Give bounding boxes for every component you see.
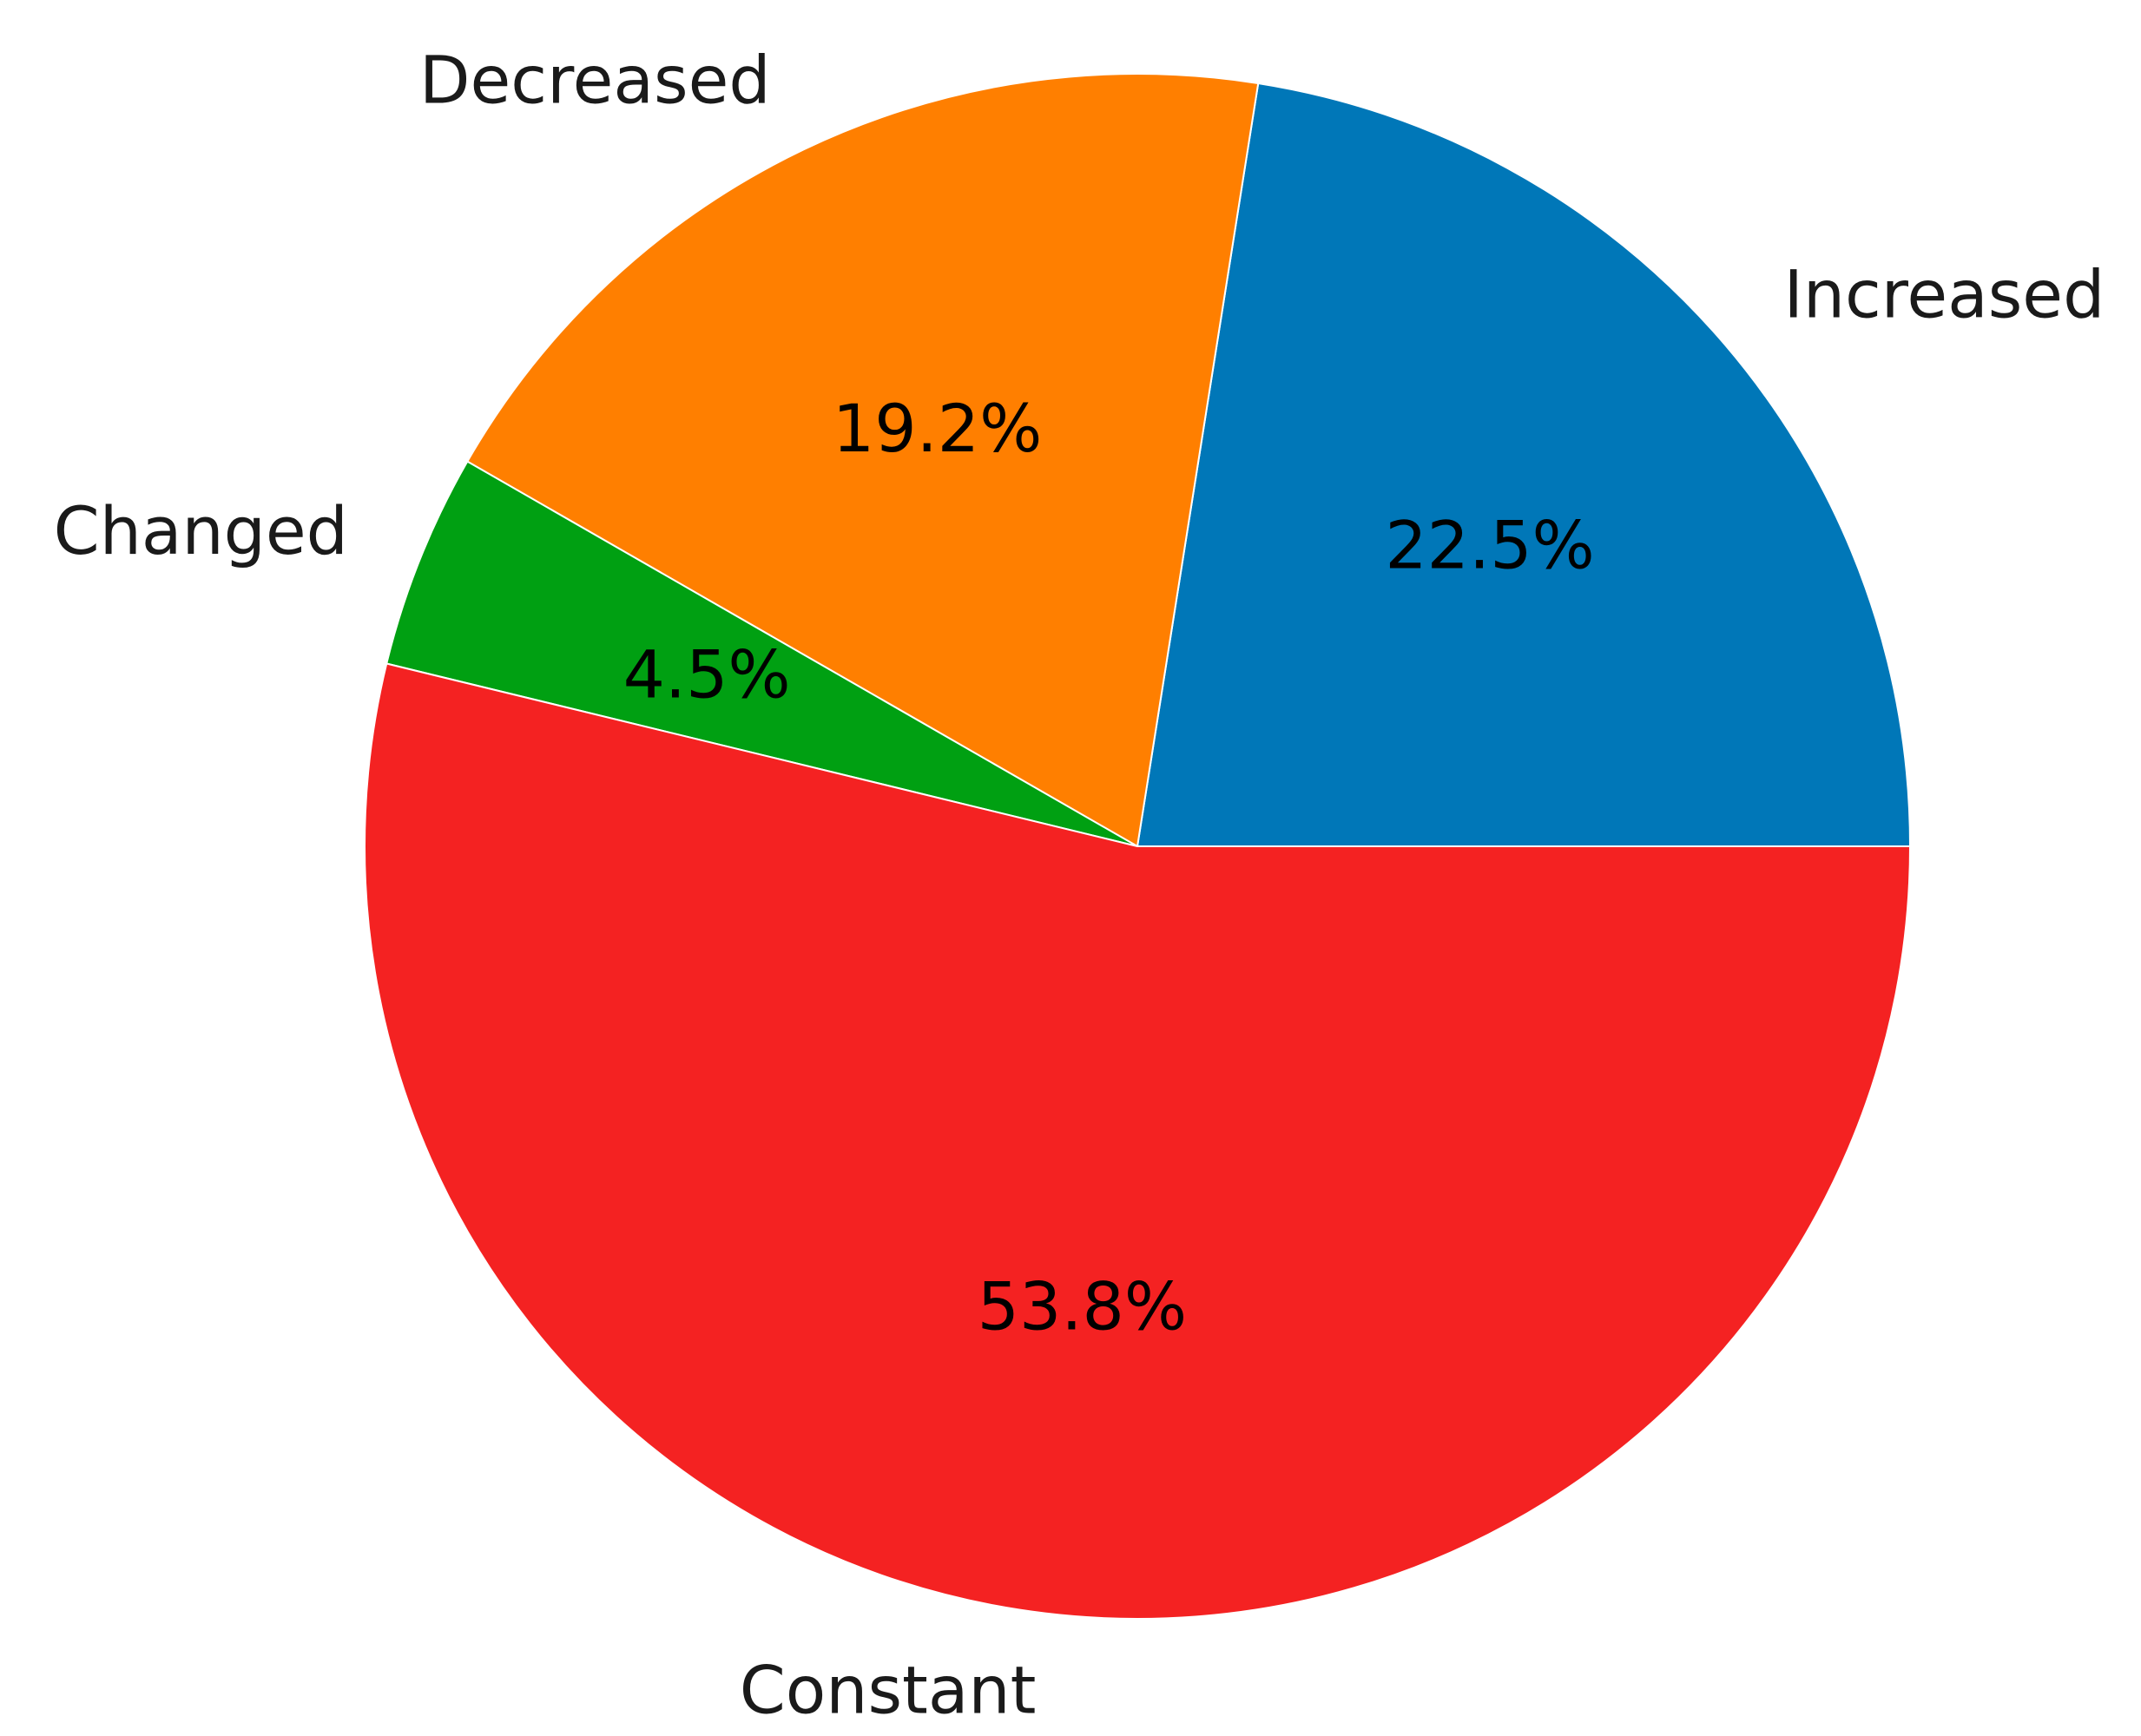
pie-category-label-changed: Changed — [54, 492, 348, 569]
pie-category-label-increased: Increased — [1783, 256, 2105, 333]
pie-slice-increased — [1136, 82, 1912, 847]
pie-percent-label-changed: 4.5% — [623, 635, 791, 713]
pie-slices — [364, 73, 1912, 1620]
pie-percent-label-increased: 22.5% — [1385, 507, 1594, 584]
pie-category-label-decreased: Decreased — [419, 41, 771, 118]
pie-percent-label-constant: 53.8% — [978, 1268, 1187, 1345]
pie-slice-constant — [364, 662, 1912, 1620]
pie-slice-decreased — [465, 73, 1260, 848]
pie-percent-label-decreased: 19.2% — [833, 390, 1042, 467]
pie-category-label-constant: Constant — [740, 1652, 1037, 1729]
pie-slice-changed — [385, 460, 1138, 847]
pie-labels: 22.5% Increased 19.2% Decreased 4.5% Changed 5… — [54, 41, 2105, 1728]
